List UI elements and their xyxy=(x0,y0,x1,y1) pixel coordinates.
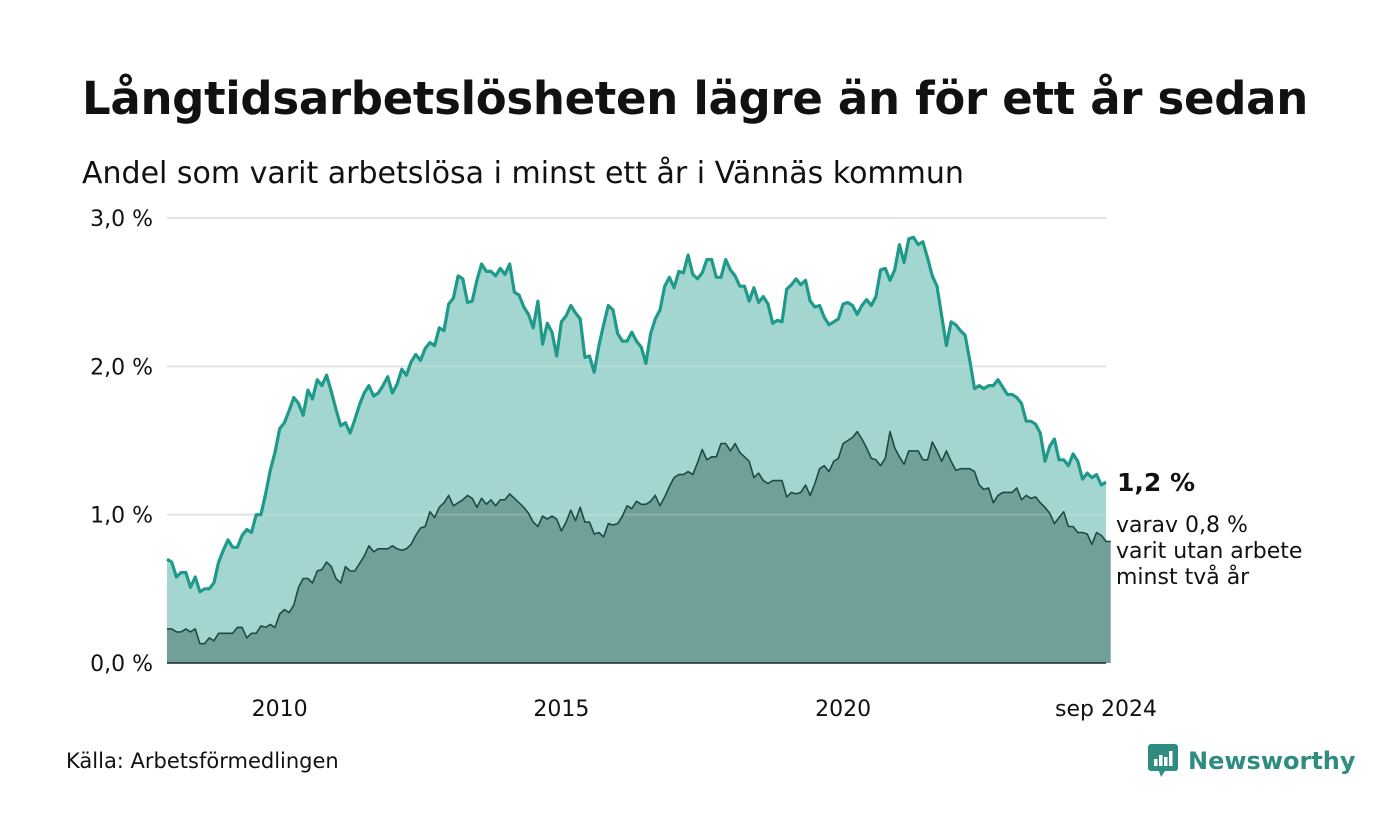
x-tick-label: sep 2024 xyxy=(1055,697,1157,722)
area-layer xyxy=(166,217,1111,664)
y-tick-label: 2,0 % xyxy=(90,355,153,380)
y-tick-label: 3,0 % xyxy=(90,207,153,232)
x-tick-label: 2020 xyxy=(815,697,871,722)
source-note: Källa: Arbetsförmedlingen xyxy=(66,749,339,773)
brand-logo: Newsworthy xyxy=(1148,744,1356,778)
end-note-line: varav 0,8 % xyxy=(1116,513,1248,538)
y-axis-tick-labels: 0,0 % 1,0 % 2,0 % 3,0 % xyxy=(90,207,153,677)
end-note-line: varit utan arbete xyxy=(1116,539,1302,564)
brand-name: Newsworthy xyxy=(1188,747,1356,775)
chart-title: Långtidsarbetslösheten lägre än för ett … xyxy=(82,72,1308,125)
x-tick-label: 2015 xyxy=(533,697,589,722)
y-tick-label: 0,0 % xyxy=(90,652,153,677)
end-value-label: 1,2 % xyxy=(1117,468,1195,497)
end-note-line: minst två år xyxy=(1116,564,1250,590)
x-tick-label: 2010 xyxy=(252,697,308,722)
y-tick-label: 1,0 % xyxy=(90,504,153,529)
series-2-line xyxy=(167,430,1111,645)
area-chart: 0,0 % 1,0 % 2,0 % 3,0 % 2010 2015 2020 sep 202… xyxy=(90,207,1302,722)
series-1-line xyxy=(166,235,1107,594)
series-2-area xyxy=(167,431,1111,663)
newsworthy-logo-icon xyxy=(1148,744,1178,777)
x-axis-tick-labels: 2010 2015 2020 sep 2024 xyxy=(252,697,1157,722)
chart-subtitle: Andel som varit arbetslösa i minst ett å… xyxy=(82,156,964,191)
